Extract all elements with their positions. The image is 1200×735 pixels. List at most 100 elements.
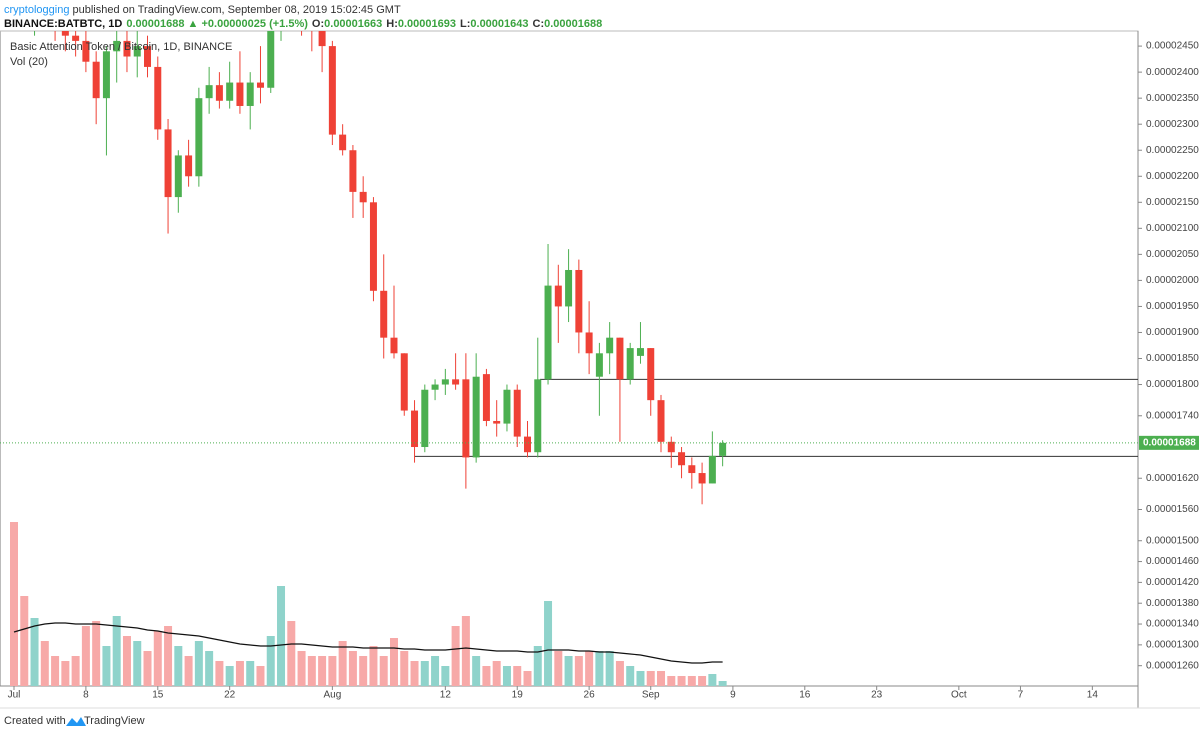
candle-body (195, 98, 203, 177)
candle-body (400, 353, 408, 411)
candle-body (524, 436, 531, 453)
y-tick-label: 0.00001500 (1146, 535, 1199, 546)
candle-body (575, 269, 583, 333)
candle-body (585, 332, 593, 354)
volume-bar (297, 651, 306, 686)
footer-brand[interactable]: TradingView (84, 715, 145, 727)
candle-body (452, 379, 460, 385)
volume-bar (194, 641, 203, 686)
volume-bar (698, 676, 707, 686)
volume-bar (328, 656, 337, 686)
candle-body (657, 400, 665, 442)
volume-bar (523, 671, 532, 686)
candle-body (667, 441, 675, 453)
volume-bar (102, 646, 111, 686)
volume-bar (626, 666, 635, 686)
c-value: 0.00001688 (544, 18, 602, 30)
x-tick-label: 12 (440, 690, 452, 701)
volume-bar (718, 681, 727, 686)
candle-body (164, 129, 172, 198)
candle-body (185, 155, 193, 177)
candle-body (359, 191, 367, 203)
y-tick-label: 0.00001950 (1146, 301, 1199, 312)
y-tick-label: 0.00001740 (1146, 410, 1199, 421)
y-tick-label: 0.00001560 (1146, 504, 1199, 515)
volume-bar (646, 671, 655, 686)
candle-body (236, 82, 244, 106)
volume-bar (133, 641, 142, 686)
y-tick-label: 0.00001900 (1146, 327, 1199, 338)
last-price-label: 0.00001688 (1143, 437, 1196, 448)
volume-bar (184, 656, 193, 686)
volume-bar (615, 661, 624, 686)
volume-bar (153, 631, 162, 686)
volume-bar (71, 656, 80, 686)
y-tick-label: 0.00002000 (1146, 275, 1199, 286)
volume-bar (51, 656, 60, 686)
volume-bar (143, 651, 152, 686)
volume-bar (400, 651, 409, 686)
x-tick-label: 22 (224, 690, 236, 701)
volume-bar (513, 666, 522, 686)
candle-body (61, 31, 69, 36)
volume-bar (687, 676, 696, 686)
volume-bar (164, 626, 173, 686)
volume-bar (256, 666, 265, 686)
candle-body (421, 389, 429, 448)
y-tick-label: 0.00001300 (1146, 640, 1199, 651)
volume-bar (472, 656, 481, 686)
volume-bar (20, 596, 29, 686)
candle-body (441, 379, 449, 385)
y-tick-label: 0.00002200 (1146, 171, 1199, 182)
volume-label: Vol (20) (10, 56, 48, 68)
chart-title: Basic Attention Token / Bitcoin, 1D, BIN… (10, 41, 232, 53)
candle-body (380, 290, 388, 338)
candle-body (472, 376, 480, 458)
x-tick-label: 16 (799, 690, 811, 701)
y-tick-label: 0.00002350 (1146, 93, 1199, 104)
c-key: C: (533, 18, 545, 30)
volume-bar (225, 666, 234, 686)
volume-bar (122, 636, 131, 686)
volume-bar (410, 661, 419, 686)
candle-body (513, 389, 521, 437)
volume-bar (502, 666, 511, 686)
volume-bar (451, 626, 460, 686)
candle-body (205, 85, 213, 99)
volume-bar (585, 651, 594, 686)
l-value: 0.00001643 (470, 18, 528, 30)
candle-body (606, 337, 614, 354)
user[interactable]: cryptologging (4, 4, 69, 16)
x-tick-label: Oct (951, 690, 967, 701)
published: published on TradingView.com, September … (69, 4, 401, 16)
volume-bar (10, 522, 18, 686)
candle-body (215, 85, 223, 101)
volume-bar (307, 656, 316, 686)
x-tick-label: 7 (1018, 690, 1024, 701)
candle-body (595, 353, 603, 377)
y-tick-label: 0.00001460 (1146, 556, 1199, 567)
footer-prefix: Created with (4, 715, 66, 727)
volume-bar (667, 676, 676, 686)
candle-body (256, 82, 264, 88)
candle-body (72, 35, 80, 41)
y-tick-label: 0.00002250 (1146, 145, 1199, 156)
h-value: 0.00001693 (398, 18, 456, 30)
x-tick-label: 23 (871, 690, 883, 701)
y-tick-label: 0.00002300 (1146, 119, 1199, 130)
volume-bar (205, 651, 214, 686)
candle-body (554, 285, 562, 307)
volume-bar (605, 651, 614, 686)
candle-body (318, 31, 326, 47)
x-tick-label: Aug (323, 690, 341, 701)
o-key: O: (312, 18, 324, 30)
candle-body (92, 61, 100, 99)
candle-body (431, 384, 439, 390)
volume-bar (482, 666, 491, 686)
volume-bar (708, 674, 717, 686)
candle-body (626, 348, 634, 380)
candle-body (246, 82, 254, 106)
l-key: L: (460, 18, 470, 30)
volume-bar (81, 626, 90, 686)
